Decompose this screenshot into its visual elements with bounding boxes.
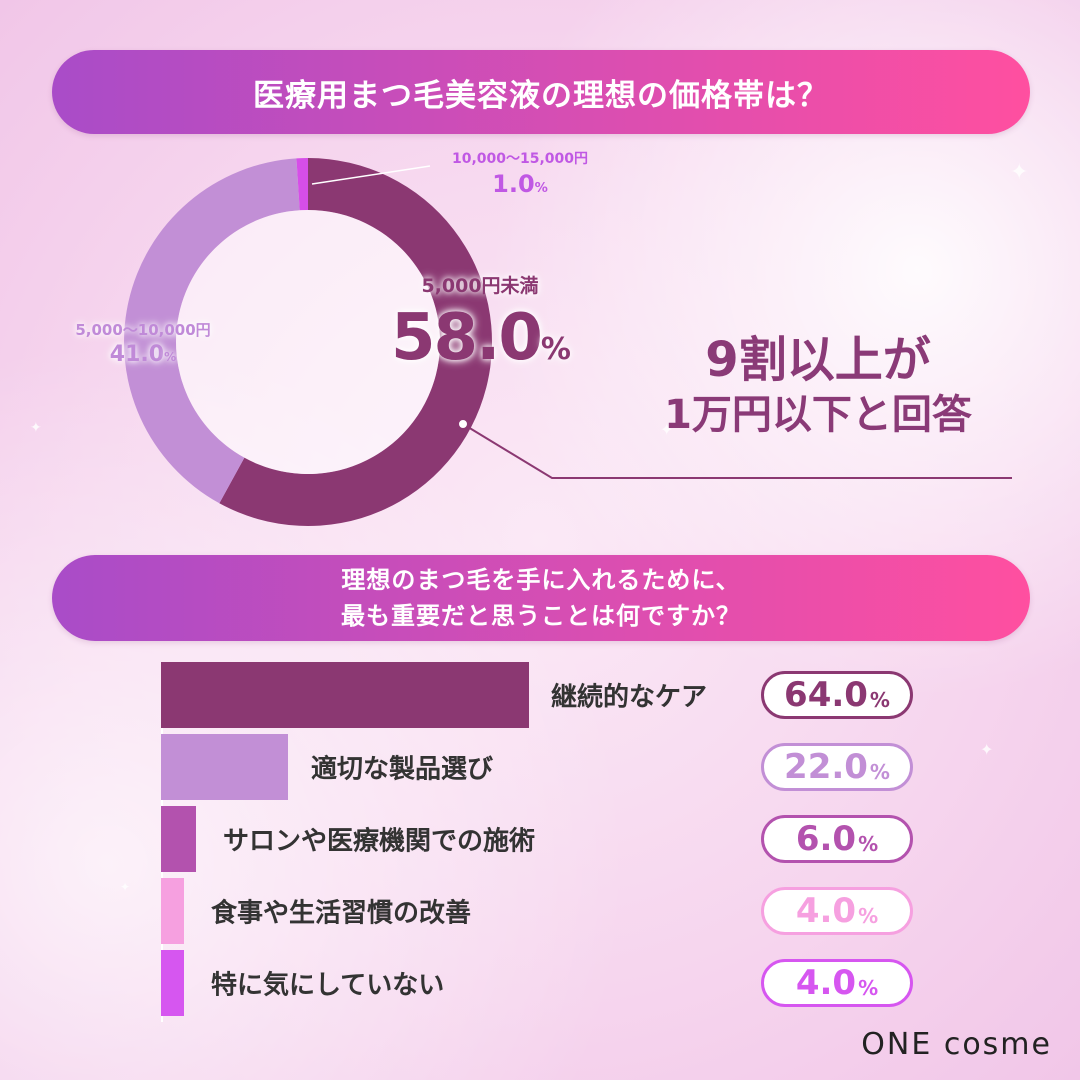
slice-value: 58.0% bbox=[391, 300, 571, 375]
slice-value: 1.0% bbox=[492, 170, 548, 199]
bar-value-pill: 64.0% bbox=[761, 671, 913, 719]
bar-row: 特に気にしていない 4.0% bbox=[161, 950, 921, 1016]
bar-row: 適切な製品選び 22.0% bbox=[161, 734, 921, 800]
sparkle-icon: ✦ bbox=[980, 740, 994, 759]
percent-sign: % bbox=[858, 832, 879, 856]
bar-value: 64.0 bbox=[784, 675, 868, 715]
bar bbox=[161, 734, 288, 800]
bar-value: 4.0 bbox=[795, 963, 857, 1003]
question-2-banner: 理想のまつ毛を手に入れるために、 最も重要だと思うことは何ですか？ bbox=[52, 555, 1030, 641]
slice-name: 5,000円未満 bbox=[421, 275, 539, 297]
bar-value: 4.0 bbox=[795, 891, 857, 931]
callout-text: 9割以上が 1万円以下と回答 bbox=[648, 330, 988, 440]
sparkle-icon: ✦ bbox=[660, 420, 674, 439]
percent-sign: % bbox=[869, 760, 890, 784]
bar-row: 食事や生活習慣の改善 4.0% bbox=[161, 878, 921, 944]
bar-value-pill: 4.0% bbox=[761, 959, 913, 1007]
callout-line bbox=[462, 423, 1012, 479]
slice-label-5000-10000: 5,000〜10,000円 41.0% bbox=[58, 322, 228, 367]
bar-value-pill: 4.0% bbox=[761, 887, 913, 935]
slice-value: 41.0% bbox=[109, 341, 177, 367]
slice-name: 10,000〜15,000円 bbox=[451, 151, 589, 167]
callout-line-1: 9割以上が bbox=[705, 332, 931, 388]
question-1-banner: 医療用まつ毛美容液の理想の価格帯は？ bbox=[52, 50, 1030, 134]
brand-logo: ONE cosme bbox=[861, 1027, 1052, 1062]
bar-value-pill: 22.0% bbox=[761, 743, 913, 791]
leader-line-small bbox=[311, 165, 431, 185]
donut-slice-2 bbox=[296, 158, 308, 211]
slice-label-under-5000: 5,000円未満 58.0% bbox=[380, 276, 580, 373]
percent-sign: % bbox=[869, 688, 890, 712]
donut-slice-1 bbox=[123, 158, 300, 504]
percent-sign: % bbox=[858, 904, 879, 928]
donut-hole bbox=[176, 210, 440, 474]
percent-sign: % bbox=[858, 976, 879, 1000]
bar bbox=[161, 950, 184, 1016]
bar-label: サロンや医療機関での施術 bbox=[223, 826, 536, 857]
bar-row: 継続的なケア 64.0% bbox=[161, 662, 921, 728]
question-1-title: 医療用まつ毛美容液の理想の価格帯は？ bbox=[253, 77, 829, 114]
bar bbox=[161, 806, 196, 872]
slice-label-10000-15000: 10,000〜15,000円 1.0% bbox=[425, 151, 615, 199]
question-2-title-line-2: 最も重要だと思うことは何ですか？ bbox=[341, 602, 741, 630]
bar-label: 継続的なケア bbox=[551, 682, 708, 713]
sparkle-icon: ✦ bbox=[1010, 160, 1029, 185]
bar-value: 22.0 bbox=[784, 747, 868, 787]
bar-row: サロンや医療機関での施術 6.0% bbox=[161, 806, 921, 872]
bar bbox=[161, 878, 184, 944]
price-donut-chart bbox=[123, 158, 1012, 526]
bar-label: 食事や生活習慣の改善 bbox=[211, 898, 472, 929]
bar-value: 6.0 bbox=[795, 819, 857, 859]
callout-dot bbox=[457, 418, 469, 430]
bar-label: 特に気にしていない bbox=[211, 970, 445, 1001]
callout-line-2: 1万円以下と回答 bbox=[664, 392, 972, 438]
donut-slice-0 bbox=[219, 158, 493, 526]
sparkle-icon: ✦ bbox=[30, 420, 42, 436]
sparkle-icon: ✦ bbox=[120, 880, 131, 894]
slice-name: 5,000〜10,000円 bbox=[75, 321, 211, 339]
bar bbox=[161, 662, 529, 728]
bar-value-pill: 6.0% bbox=[761, 815, 913, 863]
question-2-title-line-1: 理想のまつ毛を手に入れるために、 bbox=[341, 566, 741, 594]
bar-label: 適切な製品選び bbox=[311, 754, 494, 785]
